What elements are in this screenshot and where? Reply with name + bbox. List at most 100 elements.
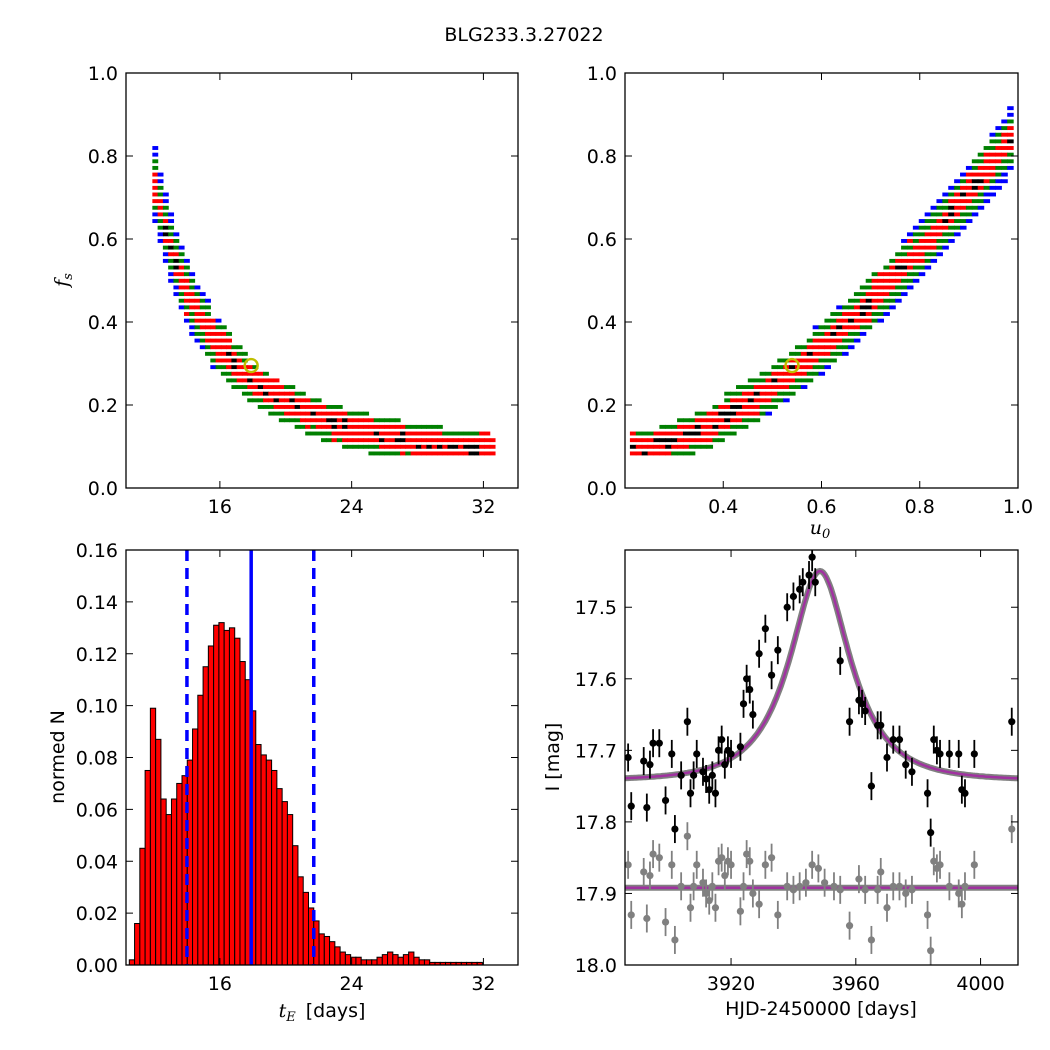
heatmap-cell bbox=[421, 431, 428, 436]
heatmap-cell bbox=[971, 212, 979, 217]
data-point bbox=[643, 803, 651, 812]
data-point bbox=[867, 782, 876, 790]
heatmap-cell bbox=[268, 398, 275, 403]
heatmap-cell bbox=[342, 411, 348, 416]
heatmap-cell bbox=[789, 371, 796, 376]
heatmap-cell bbox=[889, 298, 896, 303]
heatmap-cell bbox=[162, 192, 169, 197]
heatmap-cell bbox=[152, 165, 159, 170]
heatmap-cell bbox=[178, 285, 185, 290]
heatmap-cell bbox=[199, 325, 206, 330]
heatmap-cell bbox=[152, 192, 159, 197]
heatmap-cell bbox=[363, 431, 370, 436]
heatmap-cell bbox=[284, 391, 290, 396]
heatmap-cell bbox=[771, 371, 778, 376]
heatmap-cell bbox=[1007, 119, 1014, 124]
heatmap-cell bbox=[883, 298, 890, 303]
heatmap-cell bbox=[842, 305, 849, 310]
heatmap-cell bbox=[965, 172, 973, 177]
y-tick-label: 0.6 bbox=[587, 229, 617, 251]
heatmap-cell bbox=[877, 318, 884, 323]
y-tick-label: 0.4 bbox=[587, 312, 617, 334]
heatmap-cell bbox=[747, 405, 755, 409]
heatmap-cell bbox=[877, 312, 884, 316]
heatmap-cell bbox=[463, 451, 470, 456]
heatmap-cell bbox=[400, 438, 406, 443]
heatmap-cell bbox=[152, 219, 159, 223]
heatmap-cell bbox=[688, 431, 696, 436]
heatmap-cell bbox=[263, 405, 269, 409]
heatmap-cell bbox=[718, 411, 725, 416]
heatmap-cell bbox=[442, 431, 449, 436]
heatmap-cell bbox=[463, 444, 470, 449]
heatmap-cell bbox=[859, 325, 867, 330]
heatmap-cell bbox=[859, 312, 867, 316]
heatmap-cell bbox=[747, 391, 755, 396]
heatmap-cell bbox=[1007, 132, 1014, 137]
heatmap-cell bbox=[736, 405, 743, 409]
heatmap-cell bbox=[806, 371, 814, 376]
heatmap-cell bbox=[468, 431, 475, 436]
heatmap-cell bbox=[777, 371, 784, 376]
heatmap-cell bbox=[342, 418, 348, 423]
heatmap-cell bbox=[836, 351, 843, 356]
histogram-bar bbox=[292, 845, 299, 966]
heatmap-cell bbox=[718, 418, 725, 423]
axis-labels: normed N tE [days] bbox=[47, 710, 365, 1025]
best-fit-marker bbox=[243, 357, 259, 374]
heatmap-cell bbox=[895, 258, 902, 263]
heatmap-cell bbox=[806, 365, 814, 370]
heatmap-cell bbox=[183, 272, 190, 277]
heatmap-cell bbox=[989, 179, 997, 184]
heatmap-cell bbox=[924, 219, 932, 223]
heatmap-cell bbox=[871, 298, 879, 303]
heatmap-cell bbox=[342, 444, 348, 449]
heatmap-cell bbox=[836, 345, 843, 350]
heatmap-cell bbox=[883, 272, 890, 277]
heatmap-cell bbox=[853, 298, 861, 303]
histogram-bar bbox=[334, 946, 341, 966]
heatmap-cell bbox=[794, 371, 802, 376]
heatmap-cell bbox=[824, 365, 831, 370]
heatmap-cell bbox=[289, 405, 296, 409]
heatmap-cell bbox=[305, 411, 312, 416]
heatmap-cell bbox=[836, 305, 843, 310]
heatmap-cell bbox=[889, 305, 896, 310]
heatmap-cell bbox=[871, 305, 879, 310]
histogram-bar bbox=[318, 933, 325, 966]
heatmap-cell bbox=[220, 338, 227, 343]
heatmap-cell bbox=[273, 378, 280, 383]
histogram-bar bbox=[255, 744, 262, 966]
heatmap-cell bbox=[842, 351, 849, 356]
heatmap-cell bbox=[215, 318, 222, 323]
heatmap-cell bbox=[812, 345, 820, 350]
heatmap-cell bbox=[995, 152, 1002, 157]
heatmap-cell bbox=[342, 424, 348, 429]
heatmap-cell bbox=[205, 338, 211, 343]
heatmap-cell bbox=[442, 444, 449, 449]
heatmap-cell bbox=[168, 278, 175, 283]
y-tick-label: 1.0 bbox=[587, 63, 617, 85]
heatmap-cell bbox=[865, 292, 873, 297]
heatmap-cell bbox=[415, 424, 422, 429]
heatmap-cell bbox=[706, 431, 714, 436]
heatmap-cell bbox=[458, 444, 464, 449]
heatmap-cell bbox=[883, 278, 890, 283]
heatmap-cell bbox=[671, 451, 678, 456]
heatmap-cell bbox=[352, 418, 359, 423]
heatmap-cell bbox=[162, 232, 169, 237]
heatmap-cell bbox=[830, 312, 837, 316]
data-point bbox=[955, 750, 963, 758]
heatmap-cell bbox=[700, 444, 708, 449]
y-tick-label: 0.0 bbox=[88, 478, 118, 500]
heatmap-cell bbox=[241, 351, 248, 356]
heatmap-cell bbox=[452, 451, 459, 456]
heatmap-cell bbox=[901, 292, 908, 297]
histogram-bar bbox=[149, 707, 157, 966]
heatmap-cell bbox=[157, 205, 164, 210]
heatmap-cell bbox=[960, 225, 967, 230]
heatmap-cell bbox=[977, 172, 985, 177]
heatmap-cell bbox=[812, 338, 820, 343]
heatmap-cell bbox=[694, 438, 702, 443]
heatmap-cell bbox=[989, 139, 997, 144]
